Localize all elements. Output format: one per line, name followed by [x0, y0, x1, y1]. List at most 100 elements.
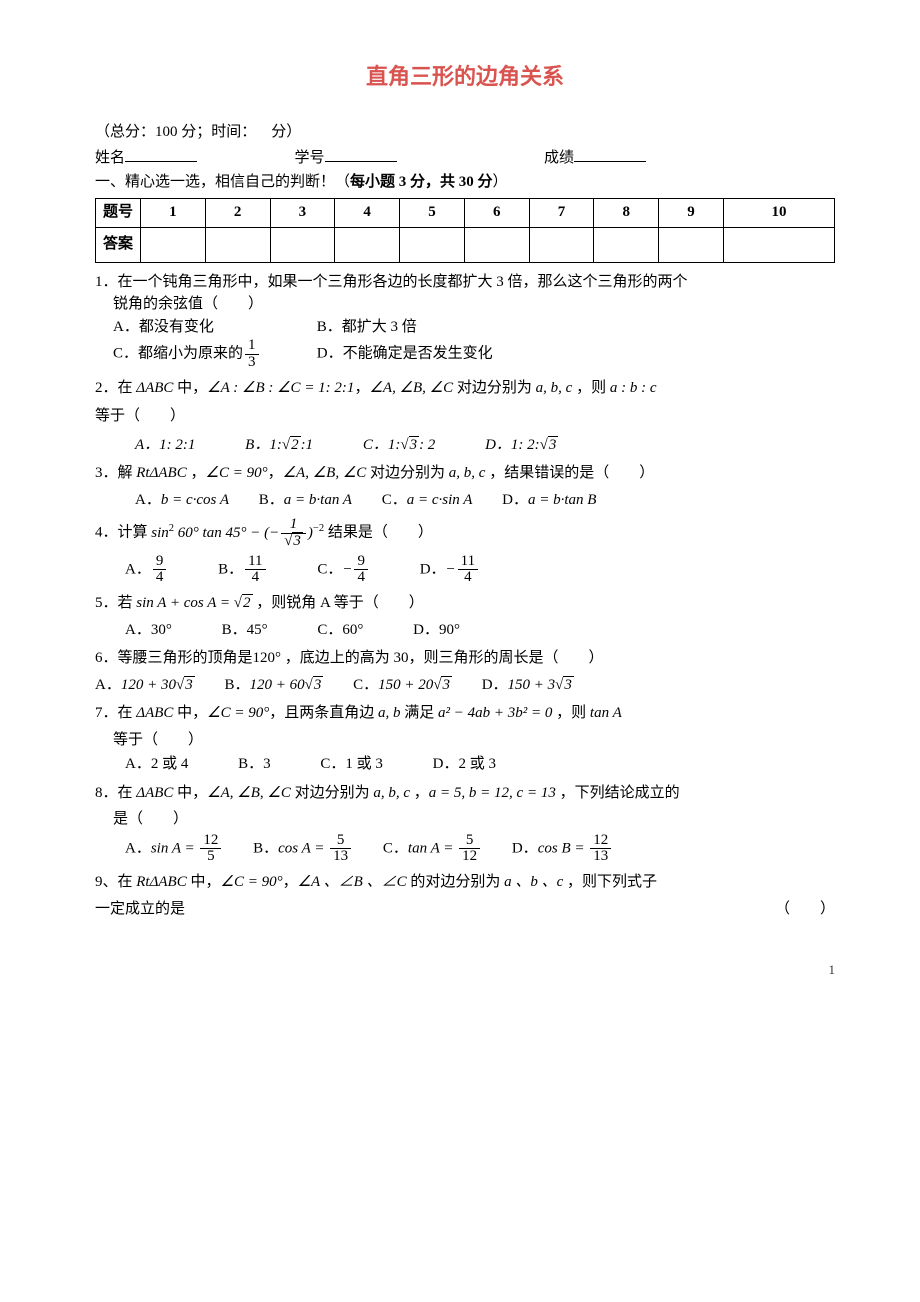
q3-A: A．b = c·cos A — [135, 489, 229, 512]
q4-pre: 4．计算 — [95, 525, 151, 541]
q4-C: C．−94 — [317, 554, 370, 587]
id-label: 学号 — [295, 150, 325, 166]
q4-B: B．114 — [218, 554, 267, 587]
q6-opts: A．120 + 30√3 B．120 + 60√3 C．150 + 20√3 D… — [95, 674, 835, 697]
q4-tail: 结果是（ ） — [328, 525, 433, 541]
q1-A: A．都没有变化 — [113, 316, 313, 339]
q8-m1: 中， — [173, 785, 207, 801]
q7-C: C．1 或 3 — [320, 753, 383, 776]
q7-m1: 中， — [173, 705, 207, 721]
grid-col: 3 — [270, 198, 335, 227]
q8-tri: ΔABC — [136, 785, 173, 801]
q8: 8．在 ΔABC 中，∠A, ∠B, ∠C 对边分别为 a, b, c ，a =… — [95, 782, 835, 805]
q1-row1: A．都没有变化 B．都扩大 3 倍 — [95, 316, 835, 339]
q2-D: D．1: 2:√3 — [485, 434, 558, 457]
q2-C: C．1:√3: 2 — [363, 434, 436, 457]
q9-ang: ∠A 、∠B 、∠C — [298, 874, 407, 890]
q2-tri: ΔABC — [136, 380, 173, 396]
grid-ans — [464, 227, 529, 262]
q4-D: D．−114 — [420, 554, 480, 587]
q3-tail: ，结果错误的是（ ） — [485, 465, 654, 481]
q9-l2b: （ ） — [775, 898, 835, 921]
q9-m1: 中， — [187, 874, 221, 890]
q5-tail: ，则锐角 A 等于（ ） — [253, 595, 424, 611]
q7-tri: ΔABC — [136, 705, 173, 721]
grid-col: 5 — [400, 198, 465, 227]
q8-opts: A．sin A = 125 B．cos A = 513 C．tan A = 51… — [125, 833, 835, 866]
q5: 5．若 sin A + cos A = √2 ，则锐角 A 等于（ ） — [95, 592, 835, 615]
q5-D: D．90° — [413, 619, 460, 642]
grid-col: 4 — [335, 198, 400, 227]
grid-ans — [270, 227, 335, 262]
q9-tail: ，则下列式子 — [563, 874, 657, 890]
q7-m4: ，则 — [552, 705, 590, 721]
grid-ans — [659, 227, 724, 262]
q2-m1: 中， — [173, 380, 207, 396]
grid-ans — [594, 227, 659, 262]
score-time-line: （总分：100 分；时间： 分） — [95, 121, 835, 144]
q7-tail: 等于（ ） — [95, 729, 835, 752]
q9: 9、在 RtΔABC 中，∠C = 90°，∠A 、∠B 、∠C 的对边分别为 … — [95, 871, 835, 894]
q2-angs: ∠A, ∠B, ∠C — [369, 380, 453, 396]
q5-pre: 5．若 — [95, 595, 136, 611]
q8-angs: ∠A, ∠B, ∠C — [207, 785, 291, 801]
q7-tan: tan A — [590, 705, 622, 721]
grid-ans — [205, 227, 270, 262]
q4-A: A．94 — [125, 554, 168, 587]
q8-pre: 8．在 — [95, 785, 136, 801]
q3-D: D．a = b·tan B — [502, 489, 596, 512]
q8-abc: a, b, c — [373, 785, 410, 801]
grid-ans — [723, 227, 834, 262]
grid-ans — [400, 227, 465, 262]
q3: 3．解 RtΔABC ，∠C = 90°，∠A, ∠B, ∠C 对边分别为 a,… — [95, 462, 835, 485]
section1-tail: ） — [493, 174, 508, 190]
q2: 2．在 ΔABC 中，∠A : ∠B : ∠C = 1: 2:1，∠A, ∠B,… — [95, 377, 835, 400]
grade-label: 成绩 — [544, 150, 574, 166]
q2-opts: A．1: 2:1 B．1:√2:1 C．1:√3: 2 D．1: 2:√3 — [135, 434, 835, 457]
grade-blank — [574, 146, 646, 162]
q8-A: A．sin A = 125 — [125, 833, 223, 866]
q8-m3: ， — [410, 785, 429, 801]
q2-A: A．1: 2:1 — [135, 434, 195, 457]
q3-opts: A．b = c·cos A B．a = b·tan A C．a = c·sin … — [135, 489, 835, 512]
q5-A: A．30° — [125, 619, 172, 642]
q1-D: D．不能确定是否发生变化 — [317, 346, 493, 362]
grid-rowhead-2: 答案 — [96, 227, 141, 262]
q2-pre: 2．在 — [95, 380, 136, 396]
grid-col: 2 — [205, 198, 270, 227]
q6: 6．等腰三角形的顶角是120° ，底边上的高为 30，则三角形的周长是（ ） — [95, 647, 835, 670]
q4: 4．计算 sin2 60° tan 45° − (−1√3)−2 结果是（ ） — [95, 517, 835, 550]
q7-A: A．2 或 4 — [125, 753, 188, 776]
q1-C: C．都缩小为原来的13 — [113, 338, 313, 371]
q1: 1．在一个钝角三角形中，如果一个三角形各边的长度都扩大 3 倍，那么这个三角形的… — [95, 271, 835, 371]
section1-bold: 每小题 3 分，共 30 分 — [350, 174, 493, 190]
section1-heading: 一、精心选一选，相信自己的判断！（每小题 3 分，共 30 分） — [95, 171, 835, 194]
name-label: 姓名 — [95, 150, 125, 166]
q9-abc: a 、b 、c — [504, 874, 563, 890]
q3-c90: ∠C = 90° — [206, 465, 268, 481]
grid-ans — [335, 227, 400, 262]
grid-row-header: 题号 1 2 3 4 5 6 7 8 9 10 — [96, 198, 835, 227]
q1-line1: 1．在一个钝角三角形中，如果一个三角形各边的长度都扩大 3 倍，那么这个三角形的… — [95, 271, 835, 294]
q3-abc: a, b, c — [449, 465, 486, 481]
grid-col: 9 — [659, 198, 724, 227]
q5-C: C．60° — [317, 619, 363, 642]
q3-m1: ， — [187, 465, 206, 481]
answer-grid: 题号 1 2 3 4 5 6 7 8 9 10 答案 — [95, 198, 835, 263]
q6-D: D．150 + 3√3 — [482, 674, 574, 697]
grid-col: 1 — [141, 198, 206, 227]
q3-m2: ， — [268, 465, 283, 481]
q9-m2: ， — [283, 874, 298, 890]
q7-eq: a² − 4ab + 3b² = 0 — [438, 705, 552, 721]
q4-expr: sin2 60° tan 45° − (−1√3)−2 — [151, 525, 324, 541]
q9-rt: RtΔABC — [136, 874, 186, 890]
grid-col: 7 — [529, 198, 594, 227]
q5-B: B．45° — [222, 619, 268, 642]
q9-m3: 的对边分别为 — [407, 874, 505, 890]
section1-text: 一、精心选一选，相信自己的判断！（ — [95, 174, 350, 190]
q7-ab: a, b — [378, 705, 401, 721]
grid-col: 10 — [723, 198, 834, 227]
q6-C: C．150 + 20√3 — [353, 674, 452, 697]
name-id-grade-line: 姓名 学号 成绩 — [95, 146, 835, 170]
q3-B: B．a = b·tan A — [259, 489, 352, 512]
